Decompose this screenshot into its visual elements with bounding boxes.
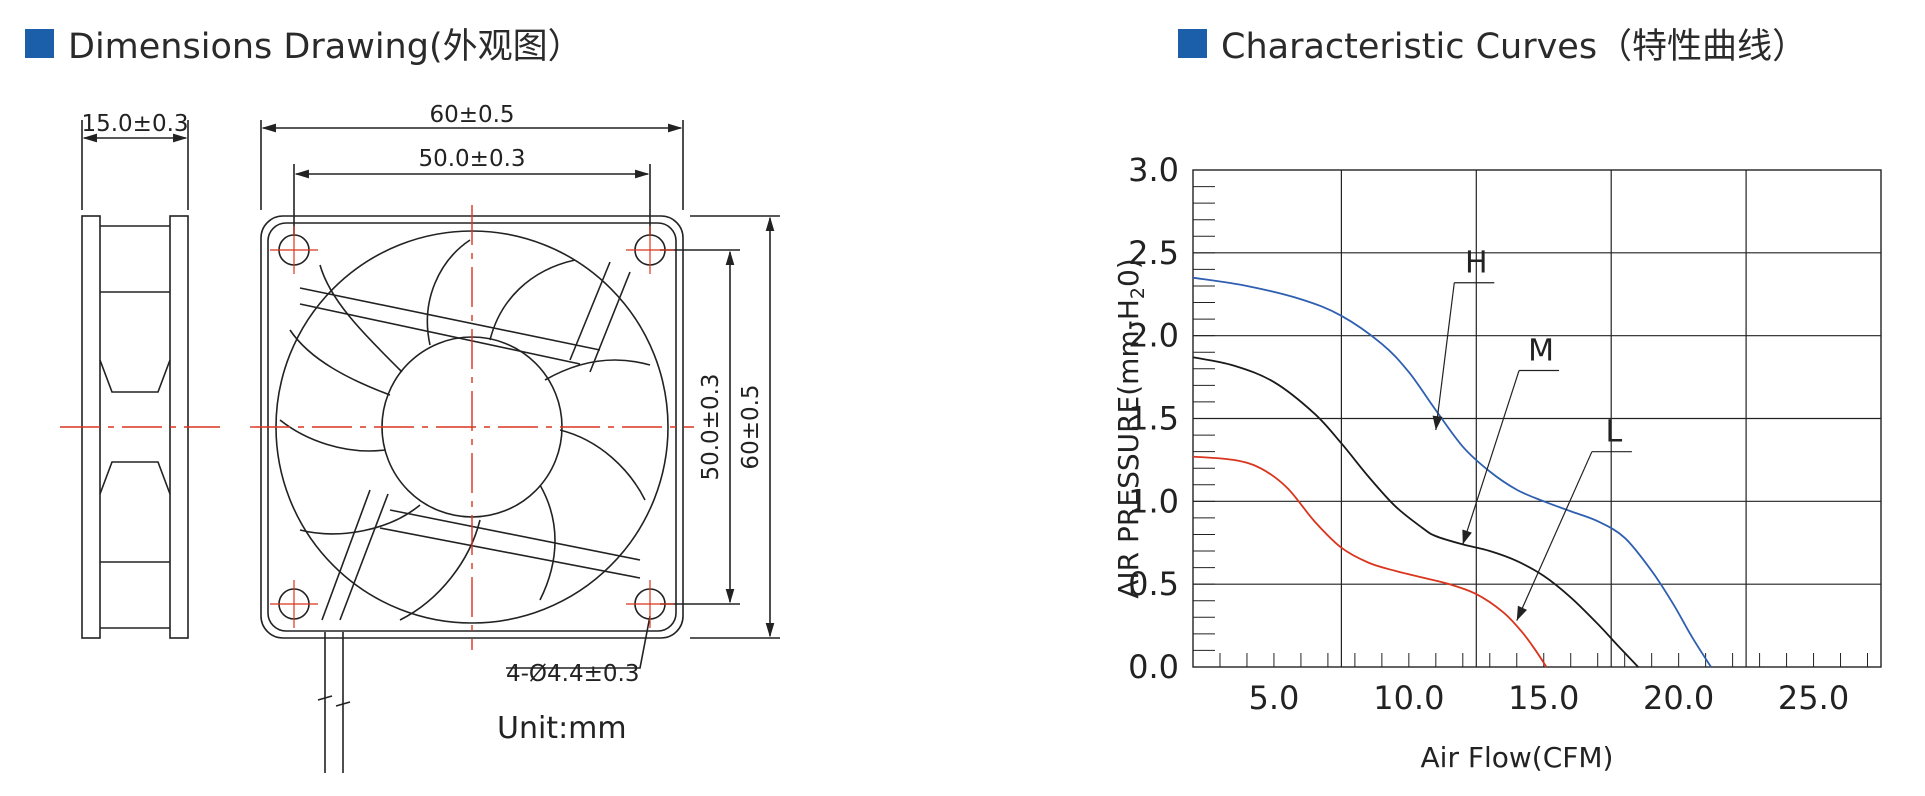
curve-label-leader — [1462, 370, 1520, 545]
x-tick-labels: 5.0 10.0 15.0 20.0 25.0 — [1248, 679, 1849, 717]
square-bullet-icon — [25, 29, 54, 58]
hole-crosshairs — [270, 226, 674, 628]
y-axis-label-tail: 0) — [1112, 258, 1145, 287]
dim-outer-height: 60±0.5 — [738, 384, 764, 469]
dimensions-header: Dimensions Drawing(外观图） — [25, 18, 583, 69]
characteristic-chart: 0.00.51.01.52.02.53.0 5.0 10.0 15.0 20.0 25.… — [1112, 151, 1882, 774]
y-tick-label: 1.0 — [1128, 482, 1179, 520]
dim-thickness: 15.0±0.3 — [81, 111, 188, 137]
x-tick-label: 20.0 — [1643, 679, 1714, 717]
chart-series — [1192, 276, 1712, 668]
chart-annotations: H M L — [1432, 246, 1632, 621]
curve-label-H: H — [1465, 246, 1488, 281]
x-tick-label: 10.0 — [1373, 679, 1444, 717]
curves-header: Characteristic Curves（特性曲线） — [1178, 18, 1807, 69]
unit-label: Unit:mm — [497, 711, 627, 746]
y-tick-label: 0.0 — [1128, 648, 1179, 686]
y-axis-label-main: AIR PRESSURE(mm-H — [1112, 299, 1145, 599]
chart-grid — [1192, 169, 1882, 668]
square-bullet-icon — [1178, 29, 1207, 58]
dim-hole-height: 50.0±0.3 — [698, 373, 724, 480]
arrow-head-icon — [1516, 605, 1528, 621]
y-tick-label: 2.0 — [1128, 317, 1179, 355]
y-axis-label-sub: 2 — [1127, 287, 1149, 299]
arrow-head-icon — [1432, 415, 1443, 431]
curves-title: Characteristic Curves（特性曲线） — [1221, 27, 1808, 67]
x-axis-label: Air Flow(CFM) — [1421, 741, 1614, 774]
curve-label-M: M — [1528, 334, 1554, 369]
side-view — [81, 120, 189, 639]
dimensions-title: Dimensions Drawing(外观图） — [68, 27, 583, 67]
series-line-L — [1192, 455, 1548, 668]
center-lines — [60, 205, 694, 650]
x-tick-label: 25.0 — [1778, 679, 1849, 717]
dim-hole-width: 50.0±0.3 — [418, 146, 525, 172]
y-tick-label: 2.5 — [1128, 234, 1179, 272]
curve-label-L: L — [1606, 415, 1623, 450]
curve-label-leader — [1516, 451, 1593, 621]
y-tick-label: 1.5 — [1128, 400, 1179, 438]
series-line-M — [1192, 356, 1639, 668]
y-axis-label: AIR PRESSURE(mm-H20) — [1112, 258, 1149, 598]
y-tick-label: 3.0 — [1128, 151, 1179, 189]
x-tick-label: 15.0 — [1508, 679, 1579, 717]
dim-holes: 4-Ø4.4±0.3 — [506, 661, 639, 687]
dimensions-drawing: 15.0±0.3 60±0.5 50.0±0.3 50.0±0.3 60±0.5… — [60, 102, 780, 773]
x-tick-label: 5.0 — [1248, 679, 1299, 717]
chart-minor-ticks — [1193, 169, 1869, 668]
arrow-head-icon — [1462, 529, 1472, 545]
series-line-H — [1192, 276, 1712, 668]
curve-label-leader — [1435, 282, 1455, 431]
y-tick-labels: 0.0 0.5 1.0 1.5 2.0 2.5 3.0 — [1128, 151, 1179, 686]
y-tick-label: 0.5 — [1128, 565, 1179, 603]
dim-outer-width: 60±0.5 — [429, 102, 514, 128]
